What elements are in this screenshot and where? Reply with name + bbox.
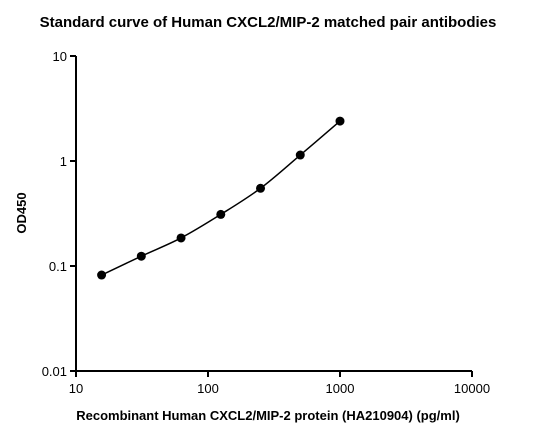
x-tick-label: 10 (69, 381, 83, 396)
data-point (136, 251, 146, 261)
x-axis-label: Recombinant Human CXCL2/MIP-2 protein (H… (76, 408, 460, 423)
y-tick-label: 10 (53, 49, 67, 64)
y-tick-label: 0.01 (42, 364, 67, 379)
x-tick-label: 1000 (326, 381, 355, 396)
data-point (335, 116, 345, 126)
data-point (295, 150, 305, 160)
data-point (256, 183, 266, 193)
data-point (216, 209, 226, 219)
y-axis-label: OD450 (14, 192, 29, 233)
y-tick-label: 1 (60, 154, 67, 169)
x-tick-label: 100 (197, 381, 219, 396)
y-tick-label: 0.1 (49, 259, 67, 274)
data-point (176, 233, 186, 243)
data-point (97, 270, 107, 280)
x-tick-label: 10000 (454, 381, 490, 396)
chart-title: Standard curve of Human CXCL2/MIP-2 matc… (40, 14, 497, 31)
fit-curve (101, 120, 341, 276)
